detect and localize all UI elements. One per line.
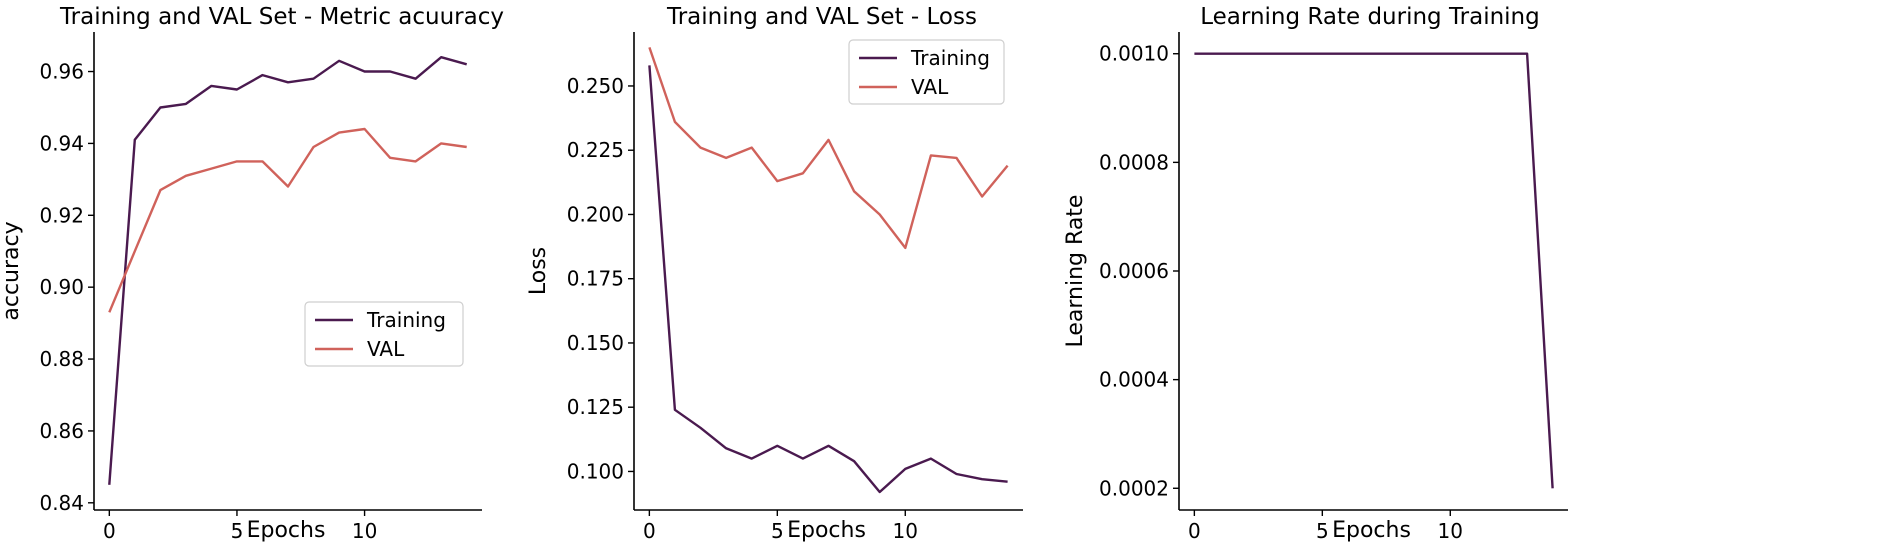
y-axis-title: accuracy [0, 221, 24, 320]
legend: Training VAL [304, 301, 464, 367]
y-tick-label: 0.84 [39, 491, 84, 515]
legend: Training VAL [848, 39, 1005, 105]
chart-title: Learning Rate during Training [1200, 4, 1539, 30]
y-tick-label: 0.225 [567, 138, 624, 162]
x-tick-label: 5 [771, 519, 784, 542]
chart-lr: Learning Rate during Training 0 5 10 0.0002 0… [1063, 4, 1568, 542]
series-line-val [648, 47, 1009, 250]
chart-title: Training and VAL Set - Metric acuuracy [59, 4, 504, 30]
y-axis-title: Learning Rate [1063, 195, 1088, 348]
x-tick-label: 5 [231, 519, 244, 542]
x-axis-title: Epochs [1332, 518, 1411, 542]
x-tick-label: 0 [643, 519, 656, 542]
series-line-learning-rate [1194, 52, 1554, 489]
chart-loss: Training and VAL Set - Loss 0 5 10 0.100 0.12… [526, 4, 1023, 542]
chart-acc: Training and VAL Set - Metric acuuracy 0 5… [0, 4, 504, 542]
x-axis-title: Epochs [247, 518, 326, 542]
y-tick-label: 0.100 [567, 459, 624, 483]
legend-label: VAL [367, 337, 405, 361]
y-axis-title: Loss [526, 247, 551, 295]
y-tick-label: 0.90 [39, 275, 84, 299]
y-tick-label: 0.0010 [1099, 42, 1169, 66]
x-tick-label: 0 [1188, 519, 1201, 542]
y-tick-label: 0.150 [567, 331, 624, 355]
series-line-training [108, 56, 468, 485]
legend-label: VAL [911, 75, 949, 99]
legend-label: Training [910, 46, 990, 70]
y-tick-label: 0.125 [567, 395, 624, 419]
y-tick-label: 0.175 [567, 267, 624, 291]
legend-label: Training [366, 308, 446, 332]
y-tick-label: 0.94 [39, 131, 84, 155]
series-line-val [108, 127, 467, 313]
y-tick-label: 0.86 [39, 419, 84, 443]
y-tick-label: 0.92 [39, 203, 84, 227]
y-tick-label: 0.0002 [1099, 476, 1169, 500]
y-tick-label: 0.0006 [1099, 259, 1169, 283]
y-tick-label: 0.96 [39, 60, 84, 84]
x-tick-label: 10 [352, 519, 377, 542]
x-tick-label: 0 [103, 519, 116, 542]
y-tick-label: 0.250 [567, 74, 624, 98]
x-tick-label: 5 [1316, 519, 1329, 542]
series-line-training [648, 65, 1008, 494]
y-tick-label: 0.0004 [1099, 368, 1169, 392]
x-axis-title: Epochs [787, 518, 866, 542]
x-tick-label: 10 [893, 519, 918, 542]
y-tick-label: 0.200 [567, 202, 624, 226]
x-tick-label: 10 [1438, 519, 1463, 542]
y-tick-label: 0.0008 [1099, 150, 1169, 174]
chart-title: Training and VAL Set - Loss [666, 4, 977, 30]
y-tick-label: 0.88 [39, 347, 84, 371]
